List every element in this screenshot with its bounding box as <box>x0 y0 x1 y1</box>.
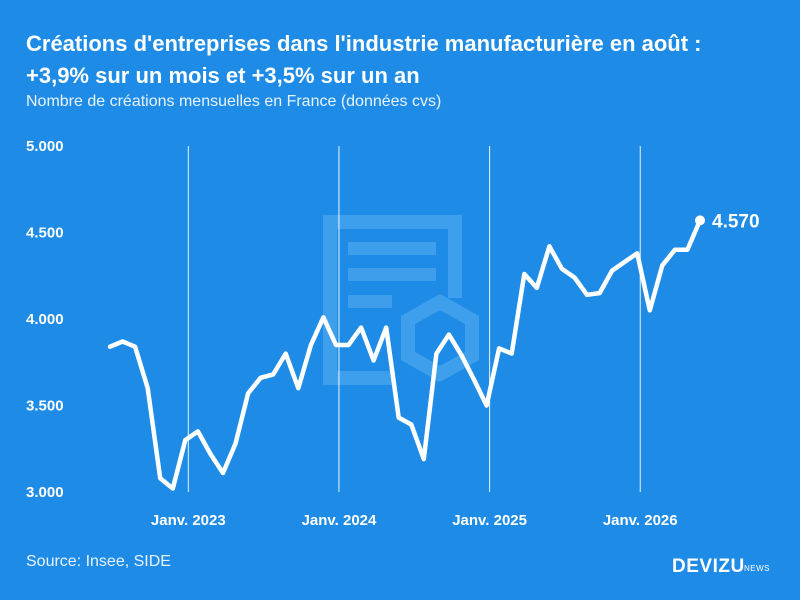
y-axis: 3.000 3.500 4.000 4.500 5.000 <box>26 138 64 501</box>
x-tick-label: Janv. 2023 <box>151 512 226 529</box>
series-line <box>107 218 703 491</box>
y-tick-label: 5.000 <box>26 138 64 155</box>
last-data-point <box>695 215 705 226</box>
x-axis: Janv. 2023 Janv. 2024 Janv. 2025 Janv. 2026 <box>151 512 678 529</box>
brand-logo-suffix: NEWS <box>744 564 770 573</box>
x-tick-label: Janv. 2025 <box>452 512 527 529</box>
chart-title: Créations d'entreprises dans l'industrie… <box>26 28 786 92</box>
x-gridlines <box>187 146 641 492</box>
title-line-2: +3,9% sur un mois et +3,5% sur un an <box>26 63 420 88</box>
last-value-label: 4.570 <box>712 211 760 232</box>
watermark-document-icon <box>323 215 462 385</box>
y-tick-label: 4.500 <box>26 225 64 242</box>
watermark-lines-icon <box>348 242 436 308</box>
y-tick-label: 3.500 <box>26 398 64 415</box>
chart-subtitle: Nombre de créations mensuelles en France… <box>26 93 442 110</box>
title-line-1: Créations d'entreprises dans l'industrie… <box>26 31 702 56</box>
source-note: Source: Insee, SIDE <box>26 553 171 570</box>
last-point-annotation: 4.570 <box>695 211 760 232</box>
y-tick-label: 4.000 <box>26 311 64 328</box>
x-tick-label: Janv. 2026 <box>603 512 678 529</box>
x-tick-label: Janv. 2024 <box>302 512 377 529</box>
watermark-hexagon-icon <box>401 293 479 383</box>
series-lines <box>107 218 703 491</box>
brand-logo: DEVIZU <box>672 556 745 577</box>
y-tick-label: 3.000 <box>26 484 64 501</box>
